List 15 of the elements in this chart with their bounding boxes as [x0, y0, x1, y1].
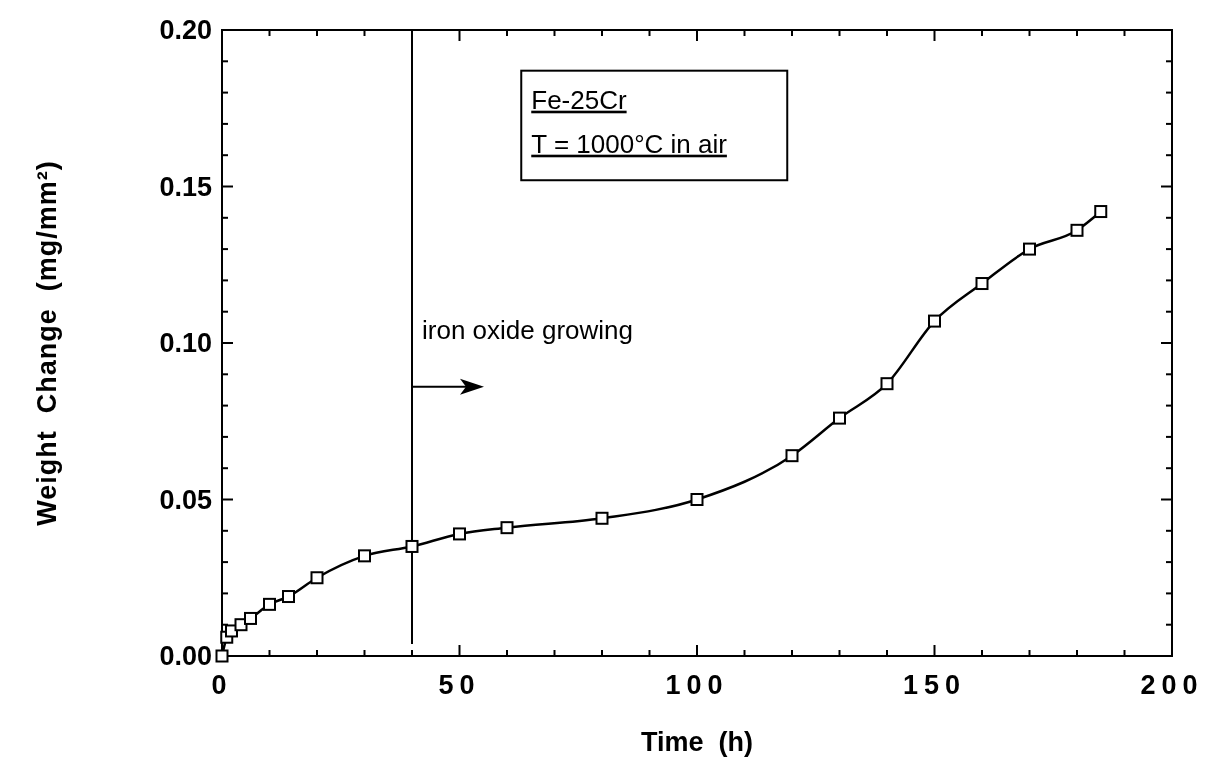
x-tick-label: 0: [211, 670, 233, 700]
ref-line-label: iron oxide growing: [422, 314, 634, 345]
x-tick-label: 50: [438, 670, 481, 700]
x-axis-title: Time (h): [640, 727, 754, 757]
annotation: Fe-25Cr: [531, 84, 627, 115]
x-tick-label: 200: [1140, 670, 1204, 700]
y-tick-label: 0.20: [159, 15, 212, 45]
y-axis-title: Weight Change (mg/mm²): [32, 160, 62, 526]
x-tick-label: 150: [902, 670, 967, 700]
y-tick-label: 0.15: [159, 171, 212, 202]
y-tick-label: 0.05: [159, 484, 212, 515]
y-tick-label: 0.00: [159, 641, 212, 671]
x-tick-label: 100: [665, 670, 729, 700]
annotation: T = 1000°C in air: [531, 128, 728, 159]
y-tick-label: 0.10: [159, 328, 212, 358]
